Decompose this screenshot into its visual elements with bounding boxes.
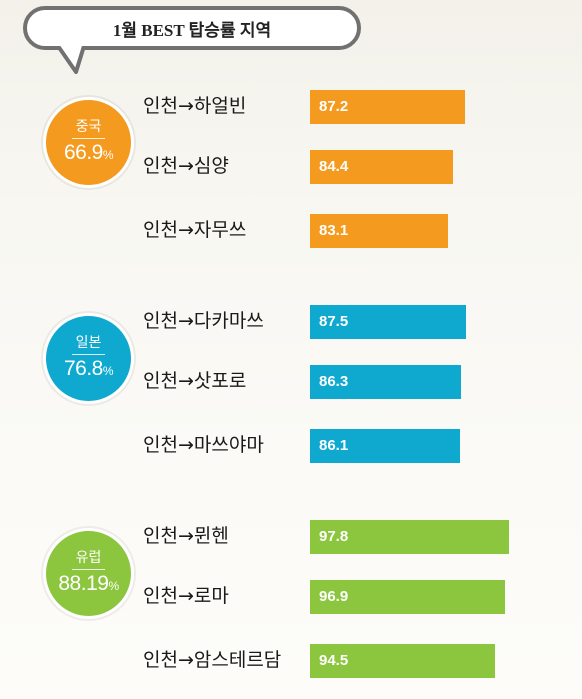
route-value-label: 83.1 [319, 222, 349, 239]
region-badge: 중국 66.9% [43, 97, 134, 188]
route-bar [310, 520, 509, 554]
route-value-label: 87.5 [319, 313, 349, 330]
route-row: 인천→자무쓰 83.1 [0, 214, 582, 248]
region-rate-value: 66.9 [63, 140, 103, 164]
route-label: 인천→삿포로 [143, 370, 247, 392]
route-bar [310, 644, 496, 678]
region-rate-unit: % [108, 578, 119, 593]
route-row: 인천→다카마쓰 87.5 [0, 305, 582, 339]
region-name: 중국 [71, 119, 106, 139]
region-name: 일본 [71, 335, 106, 355]
route-bar [310, 580, 506, 614]
region-rate-unit: % [102, 147, 114, 162]
route-label: 인천→심양 [143, 155, 229, 177]
route-row: 인천→삿포로 86.3 [0, 365, 582, 399]
route-bar [310, 150, 454, 184]
route-bar [310, 214, 448, 248]
route-value-label: 84.4 [319, 158, 349, 175]
region-rate: 76.8% [63, 356, 114, 383]
region-rate-value: 76.8 [63, 356, 103, 380]
region-rate-value: 88.19 [58, 571, 109, 595]
route-value-label: 94.5 [319, 652, 349, 669]
route-value-label: 96.9 [319, 588, 349, 605]
route-row: 인천→암스테르담 94.5 [0, 644, 582, 678]
route-label: 인천→마쓰야마 [143, 434, 264, 456]
route-bar [310, 429, 461, 463]
route-label: 인천→암스테르담 [143, 649, 282, 671]
region-badge: 일본 76.8% [43, 313, 134, 404]
region-badge: 유럽 88.19% [43, 528, 134, 619]
route-row: 인천→심양 84.4 [0, 150, 582, 184]
route-value-label: 86.3 [319, 373, 349, 390]
title-bubble: 1월 BEST 탑승률 지역 [23, 6, 361, 50]
route-bar [310, 90, 465, 124]
route-label: 인천→뮌헨 [143, 525, 229, 547]
region-rate-unit: % [102, 363, 114, 378]
route-label: 인천→로마 [143, 585, 229, 607]
region-rate: 88.19% [58, 571, 119, 598]
route-value-label: 97.8 [319, 528, 349, 545]
route-bar [310, 305, 466, 339]
route-row: 인천→뮌헨 97.8 [0, 520, 582, 554]
route-row: 인천→하얼빈 87.2 [0, 90, 582, 124]
chart-title: 1월 BEST 탑승률 지역 [112, 20, 272, 40]
route-bar [310, 365, 461, 399]
region-name: 유럽 [71, 550, 106, 570]
route-row: 인천→로마 96.9 [0, 580, 582, 614]
route-label: 인천→자무쓰 [143, 219, 247, 241]
route-label: 인천→다카마쓰 [143, 310, 264, 332]
route-value-label: 86.1 [319, 437, 349, 454]
region-rate: 66.9% [63, 140, 114, 167]
route-row: 인천→마쓰야마 86.1 [0, 429, 582, 463]
route-label: 인천→하얼빈 [143, 95, 247, 117]
route-value-label: 87.2 [319, 98, 349, 115]
